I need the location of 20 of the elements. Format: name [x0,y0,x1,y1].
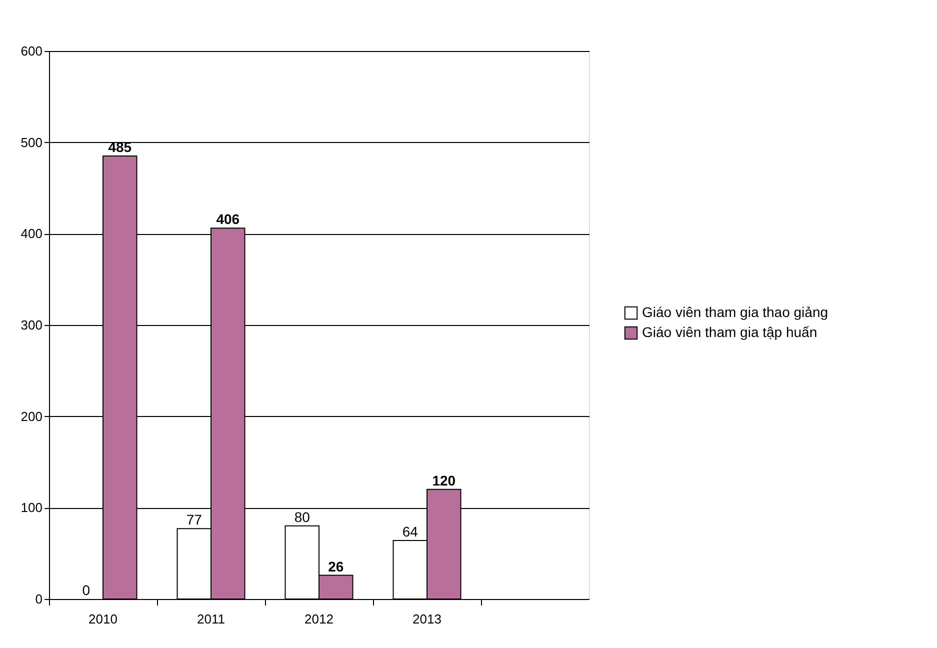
y-tick-label: 100 [20,500,42,516]
x-tick-label: 2011 [197,612,225,626]
data-label: 64 [402,524,418,540]
data-label: 0 [82,582,90,598]
x-tick-label: 2010 [88,612,118,626]
data-label: 406 [216,211,240,228]
y-tick-label: 200 [20,408,42,424]
data-label: 77 [186,512,202,528]
y-tick-label: 0 [35,592,42,606]
legend-label: Giáo viên tham gia thao giảng [642,304,828,320]
x-tick-label: 2012 [304,612,334,626]
data-label: 26 [328,558,344,574]
y-tick-label: 500 [20,134,42,150]
y-tick-label: 600 [20,44,42,58]
x-tick-label: 2013 [412,612,442,626]
data-label: 120 [432,472,456,488]
data-label: 80 [294,508,310,525]
legend-label: Giáo viên tham gia tập huấn [642,324,818,340]
y-tick-label: 300 [20,318,42,332]
y-tick-label: 400 [20,226,42,242]
